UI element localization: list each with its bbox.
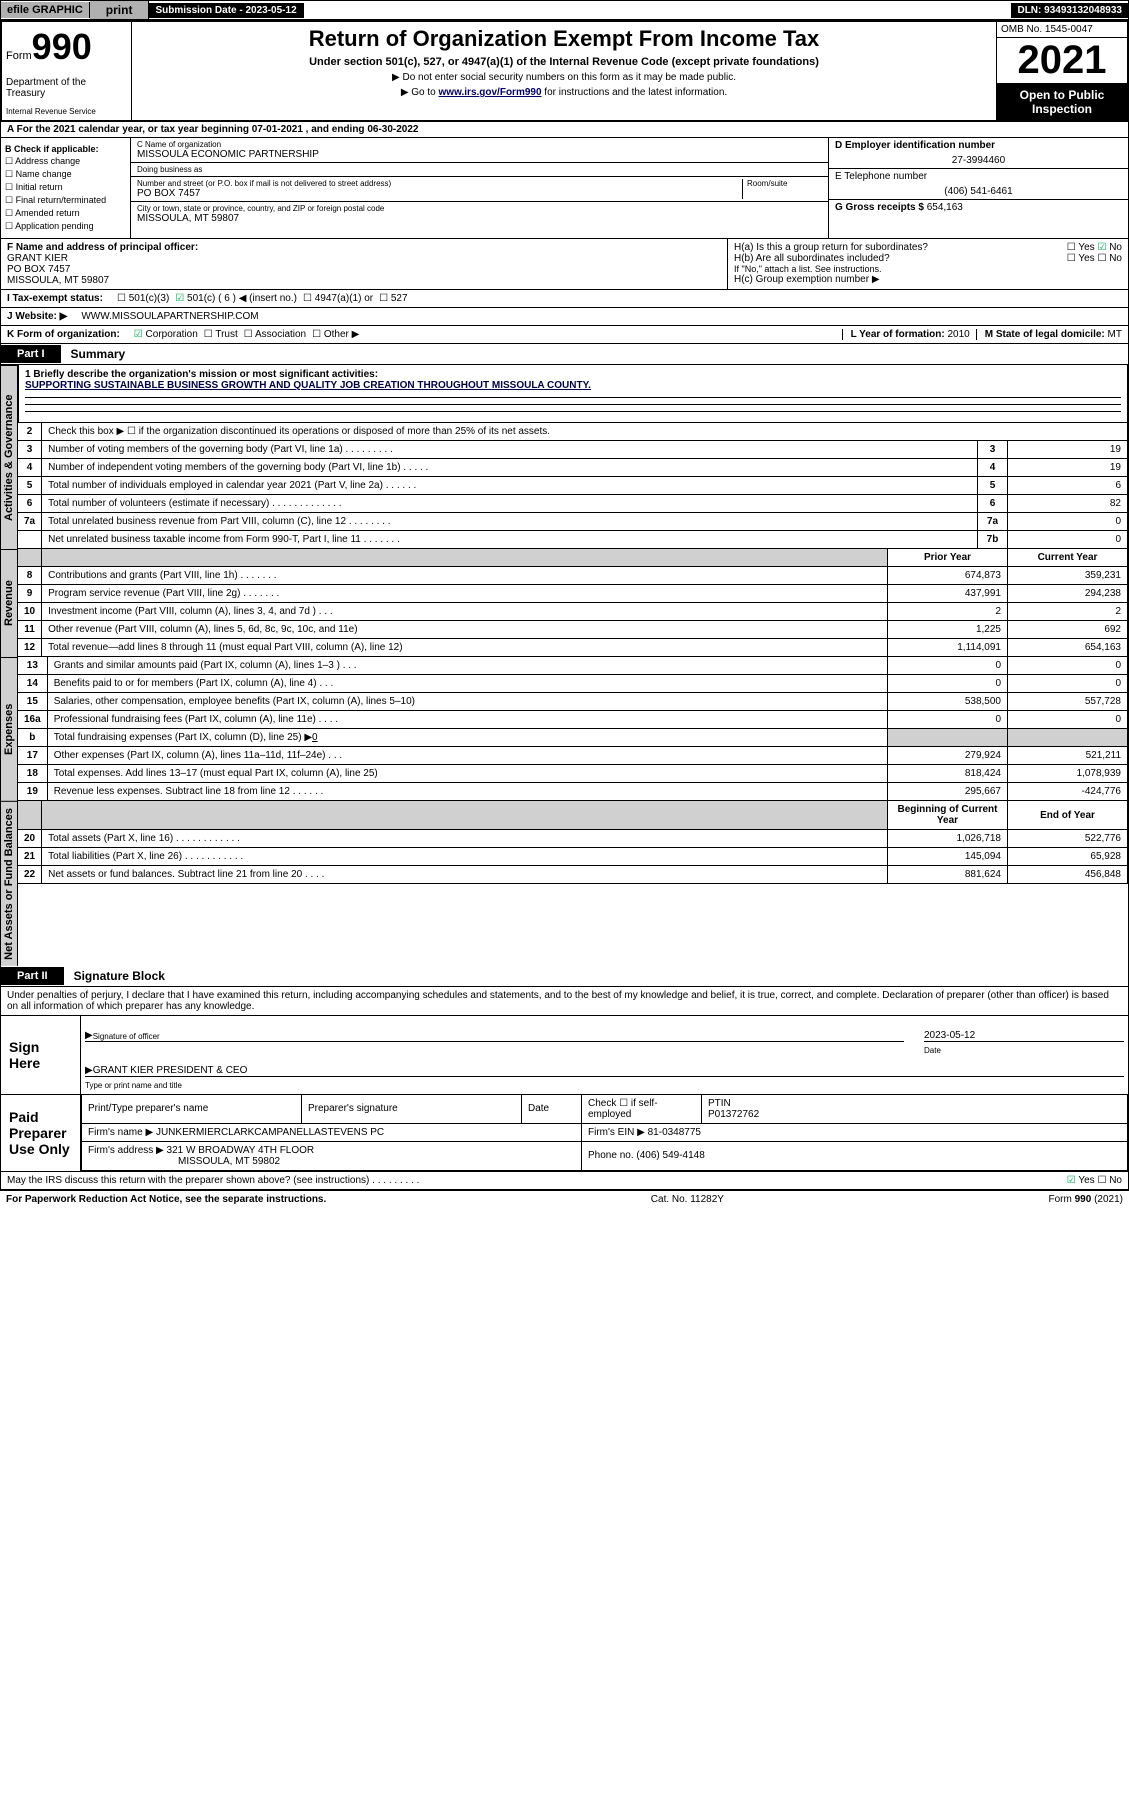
irs-link[interactable]: www.irs.gov/Form990 (439, 87, 542, 98)
phone-cell: E Telephone number (406) 541-6461 (829, 169, 1128, 200)
website-link[interactable]: WWW.MISSOULAPARTNERSHIP.COM (81, 311, 258, 322)
ck-corp[interactable]: Corporation (134, 329, 198, 340)
ck-527[interactable]: 527 (379, 293, 407, 304)
part-ii-header: Part II Signature Block (0, 966, 1129, 987)
print-button[interactable]: print (90, 1, 150, 19)
h-c: H(c) Group exemption number ▶ (734, 274, 1122, 285)
f-officer: F Name and address of principal officer:… (7, 242, 721, 286)
ck-501c[interactable]: 501(c) ( 6 ) ◀ (insert no.) (175, 293, 297, 304)
ck-name-change[interactable]: Name change (5, 169, 126, 180)
dba-cell: Doing business as (131, 163, 828, 177)
row-a-tax-year: A For the 2021 calendar year, or tax yea… (0, 122, 1129, 138)
tab-activities: Activities & Governance (0, 365, 18, 549)
mission-block: 1 Briefly describe the organization's mi… (18, 365, 1128, 423)
row-j-website: J Website: ▶ WWW.MISSOULAPARTNERSHIP.COM (0, 308, 1129, 326)
efile-button[interactable]: efile GRAPHIC (1, 2, 90, 18)
net-assets-table: Beginning of Current YearEnd of Year 20T… (18, 801, 1128, 884)
form-title: Return of Organization Exempt From Incom… (140, 26, 988, 52)
row-k-l-m: K Form of organization: Corporation Trus… (0, 326, 1129, 344)
revenue-table: Prior YearCurrent Year 8Contributions an… (18, 549, 1128, 657)
city-cell: City or town, state or province, country… (131, 202, 828, 226)
form-subtitle: Under section 501(c), 527, or 4947(a)(1)… (140, 56, 988, 68)
irs-label: Internal Revenue Service (6, 107, 127, 116)
ssn-note: ▶ Do not enter social security numbers o… (140, 72, 988, 83)
section-revenue: Revenue Prior YearCurrent Year 8Contribu… (0, 549, 1129, 657)
governance-table: 2Check this box ▶ ☐ if the organization … (18, 423, 1128, 549)
f-h-row: F Name and address of principal officer:… (0, 239, 1129, 290)
dept-treasury: Department of the Treasury (6, 77, 127, 99)
header-grid: B Check if applicable: Address change Na… (0, 138, 1129, 239)
tax-year: 2021 (997, 38, 1127, 84)
paid-preparer-block: Paid Preparer Use Only Print/Type prepar… (0, 1095, 1129, 1172)
open-inspection: Open to Public Inspection (997, 84, 1127, 120)
dln: DLN: 93493132048933 (1011, 3, 1128, 18)
form-header: Form990 Department of the Treasury Inter… (0, 20, 1129, 122)
section-activities-governance: Activities & Governance 1 Briefly descri… (0, 365, 1129, 549)
ck-other[interactable]: Other ▶ (312, 329, 359, 340)
topbar: efile GRAPHIC print Submission Date - 20… (0, 0, 1129, 20)
ck-final-return[interactable]: Final return/terminated (5, 195, 126, 206)
ck-application-pending[interactable]: Application pending (5, 221, 126, 232)
tab-expenses: Expenses (0, 657, 18, 801)
section-net-assets: Net Assets or Fund Balances Beginning of… (0, 801, 1129, 966)
ck-initial-return[interactable]: Initial return (5, 182, 126, 193)
ck-4947[interactable]: 4947(a)(1) or (303, 293, 373, 304)
h-a: H(a) Is this a group return for subordin… (734, 242, 1122, 253)
omb-number: OMB No. 1545-0047 (997, 22, 1127, 38)
url-note: ▶ Go to www.irs.gov/Form990 for instruct… (140, 87, 988, 98)
part-i-header: Part I Summary (0, 344, 1129, 365)
ck-501c3[interactable]: 501(c)(3) (117, 293, 169, 304)
gross-receipts-cell: G Gross receipts $ 654,163 (829, 200, 1128, 215)
ck-address-change[interactable]: Address change (5, 156, 126, 167)
ck-assoc[interactable]: Association (244, 329, 306, 340)
h-b: H(b) Are all subordinates included? Yes … (734, 253, 1122, 264)
ck-trust[interactable]: Trust (204, 329, 238, 340)
ck-may-no[interactable]: No (1097, 1175, 1122, 1186)
section-expenses: Expenses 13Grants and similar amounts pa… (0, 657, 1129, 801)
may-discuss-row: May the IRS discuss this return with the… (0, 1172, 1129, 1190)
org-name-cell: C Name of organization MISSOULA ECONOMIC… (131, 138, 828, 163)
page-footer: For Paperwork Reduction Act Notice, see … (0, 1190, 1129, 1208)
declaration: Under penalties of perjury, I declare th… (0, 987, 1129, 1016)
address-cell: Number and street (or P.O. box if mail i… (131, 177, 828, 202)
submission-date: Submission Date - 2023-05-12 (149, 3, 303, 18)
sign-here-block: Sign Here Signature of officer 2023-05-1… (0, 1016, 1129, 1095)
tab-net-assets: Net Assets or Fund Balances (0, 801, 18, 966)
tab-revenue: Revenue (0, 549, 18, 657)
h-b-note: If "No," attach a list. See instructions… (734, 264, 1122, 274)
col-b-checkboxes: B Check if applicable: Address change Na… (1, 138, 131, 238)
ein-cell: D Employer identification number 27-3994… (829, 138, 1128, 169)
ck-amended-return[interactable]: Amended return (5, 208, 126, 219)
form-number: Form990 (6, 26, 127, 68)
row-i-tax-status: I Tax-exempt status: 501(c)(3) 501(c) ( … (0, 290, 1129, 308)
ck-may-yes[interactable]: Yes (1067, 1175, 1095, 1186)
expenses-table: 13Grants and similar amounts paid (Part … (18, 657, 1128, 801)
